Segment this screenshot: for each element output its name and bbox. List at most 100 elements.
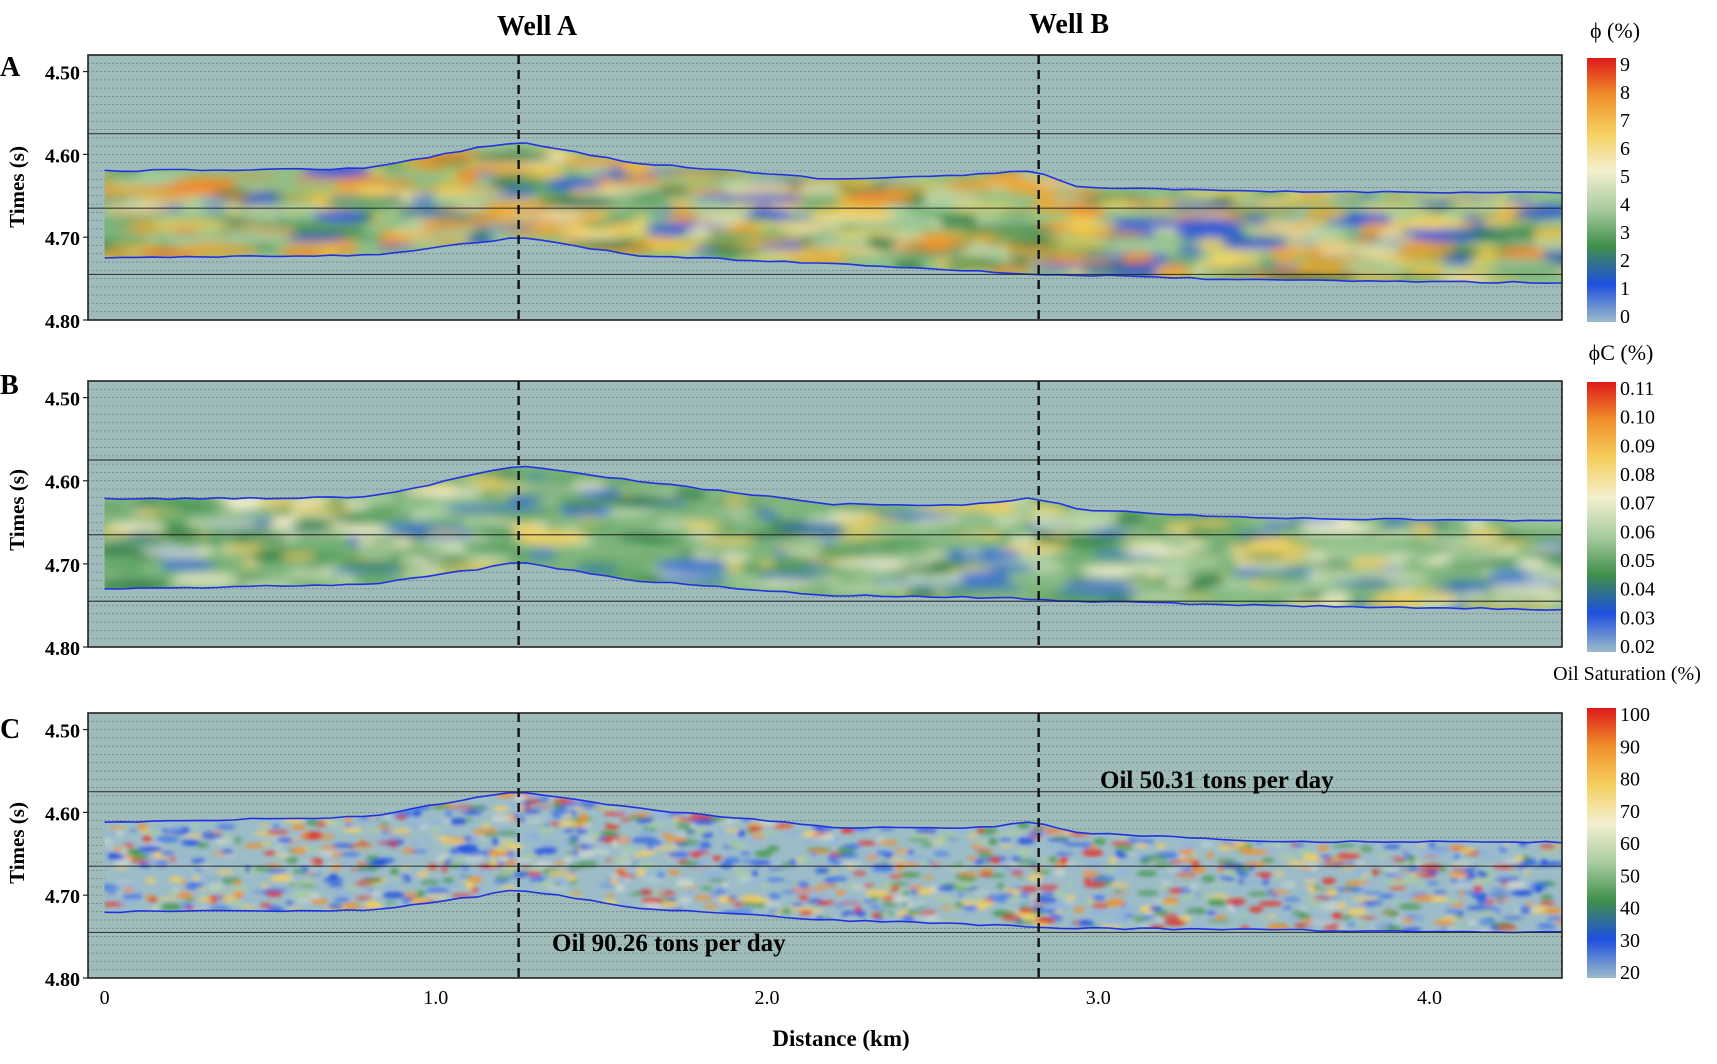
attribute-blob (888, 895, 910, 903)
attribute-blob (441, 820, 450, 824)
attribute-blob (1261, 878, 1270, 886)
attribute-blob (382, 833, 405, 840)
attribute-blob (575, 827, 588, 835)
attribute-blob (1235, 847, 1245, 852)
attribute-blob (544, 517, 629, 529)
attribute-blob (578, 180, 602, 188)
attribute-blob (606, 893, 615, 899)
attribute-blob (737, 829, 746, 838)
attribute-blob (1153, 910, 1169, 916)
attribute-blob (1107, 891, 1128, 897)
attribute-blob (1540, 894, 1554, 901)
attribute-blob (677, 543, 751, 552)
attribute-blob (1248, 906, 1264, 913)
attribute-blob (1416, 229, 1479, 243)
attribute-blob (1259, 257, 1281, 265)
attribute-blob (1485, 584, 1554, 591)
attribute-blob (448, 801, 456, 810)
attribute-blob (1063, 521, 1105, 532)
attribute-blob (581, 241, 633, 251)
attribute-blob (732, 867, 742, 875)
attribute-blob (627, 870, 640, 876)
attribute-blob (472, 869, 489, 877)
attribute-blob (789, 197, 842, 210)
attribute-blob (566, 500, 604, 510)
attribute-blob (587, 831, 600, 839)
attribute-blob (890, 881, 909, 886)
panel-b-colorbar-title: ϕC (%) (1589, 340, 1654, 365)
attribute-blob (425, 528, 464, 537)
attribute-blob (373, 858, 395, 863)
attribute-blob (1397, 264, 1446, 270)
attribute-blob (439, 859, 447, 864)
attribute-blob (275, 845, 282, 851)
attribute-blob (955, 829, 968, 834)
attribute-blob (222, 894, 236, 902)
attribute-blob (390, 550, 434, 559)
attribute-blob (176, 856, 189, 861)
attribute-blob (461, 849, 484, 857)
attribute-blob (1299, 906, 1307, 911)
attribute-blob (263, 850, 276, 856)
attribute-blob (1354, 861, 1366, 866)
colorbar-tick-label: 4 (1620, 194, 1630, 216)
attribute-blob (490, 509, 557, 523)
attribute-blob (937, 511, 1017, 518)
panel-letter-c: C (0, 714, 20, 745)
attribute-blob (1261, 858, 1275, 863)
attribute-blob (1045, 902, 1070, 911)
attribute-blob (301, 864, 309, 873)
attribute-blob (336, 851, 361, 857)
attribute-blob (261, 883, 268, 888)
attribute-blob (1439, 926, 1448, 932)
attribute-blob (441, 864, 448, 873)
attribute-blob (1473, 910, 1498, 915)
attribute-blob (823, 215, 901, 224)
attribute-blob (1498, 257, 1558, 269)
attribute-blob (1073, 541, 1115, 554)
attribute-blob (1331, 912, 1343, 919)
plot-frame (87, 380, 1563, 648)
panel-c-y-ticks: 4.50 4.60 4.70 4.80 (45, 721, 88, 991)
x-tick-label: 1.0 (423, 987, 448, 1009)
attribute-blob (180, 880, 189, 885)
attribute-blob (558, 820, 577, 827)
attribute-blob (1247, 891, 1270, 897)
attribute-blob (1287, 916, 1296, 921)
attribute-blob (981, 919, 989, 924)
attribute-blob (862, 883, 875, 888)
colorbar-tick-label: 50 (1620, 865, 1640, 887)
colorbar-tick-label: 0.06 (1620, 521, 1655, 543)
attribute-blob (497, 830, 519, 836)
attribute-blob (1395, 192, 1455, 203)
attribute-blob (781, 830, 800, 836)
attribute-blob (675, 878, 695, 887)
panel-letter-b: B (0, 370, 19, 401)
attribute-blob (585, 846, 601, 854)
attribute-blob (213, 189, 251, 197)
attribute-blob (1197, 257, 1268, 267)
attribute-blob (690, 818, 714, 826)
attribute-blob (376, 243, 417, 250)
attribute-blob (1153, 862, 1174, 868)
attribute-blob (1358, 916, 1377, 920)
attribute-blob (1332, 843, 1357, 848)
attribute-blob (676, 173, 712, 180)
attribute-blob (104, 884, 120, 891)
colorbar-tick-label: 0 (1620, 306, 1630, 328)
attribute-blob (577, 489, 623, 498)
attribute-blob (575, 845, 583, 852)
panel-c-plot-area (87, 712, 1563, 979)
attribute-blob (974, 895, 983, 903)
attribute-blob (499, 856, 509, 862)
attribute-blob (673, 487, 709, 502)
attribute-blob (1282, 906, 1293, 910)
attribute-blob (390, 867, 399, 876)
attribute-blob (121, 893, 144, 900)
attribute-blob (631, 184, 663, 193)
attribute-blob (1325, 889, 1338, 897)
attribute-blob (751, 831, 775, 835)
attribute-blob (1258, 901, 1283, 907)
attribute-blob (840, 848, 852, 853)
attribute-blob (1467, 526, 1503, 540)
